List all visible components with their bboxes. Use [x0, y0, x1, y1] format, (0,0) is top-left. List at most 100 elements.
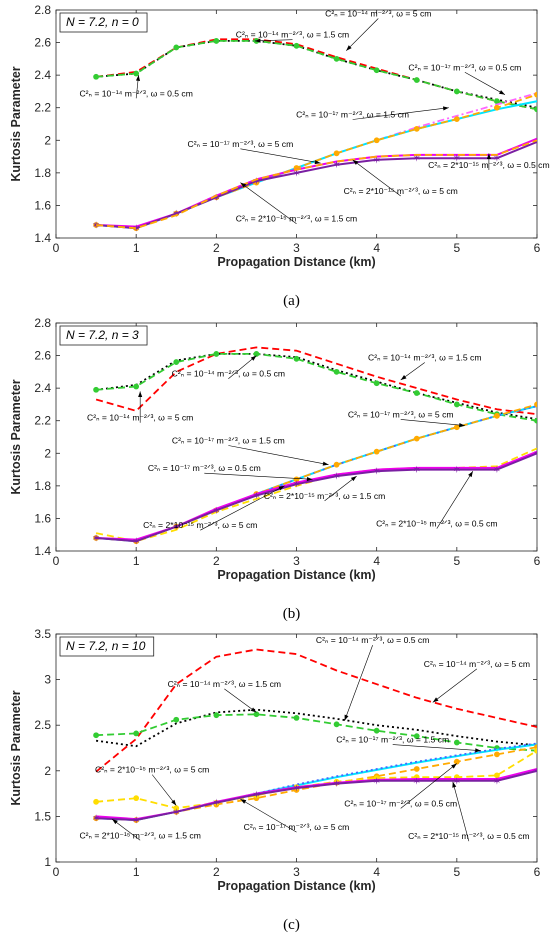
data-point	[213, 351, 220, 357]
x-tick-label: 3	[293, 554, 300, 568]
y-tick-label: 1.4	[34, 544, 51, 558]
annotation-arrowhead	[344, 714, 349, 721]
data-point: ✶	[332, 779, 340, 790]
x-axis-label: Propagation Distance (km)	[217, 879, 375, 893]
annotation-label: C²ₙ = 2*10⁻¹⁵ m⁻²ᐟ³, ω = 5 cm	[344, 186, 458, 196]
series-group: ✶ ✶ ✶ ✶ ✶ ✶ ✶ ✶ ✶ ✶ ✶ ✶	[92, 346, 537, 548]
y-tick-label: 2.6	[34, 349, 51, 363]
legend-text: N = 7.2, n = 0	[66, 15, 139, 29]
data-point	[534, 91, 537, 98]
annotation-arrow	[392, 744, 481, 752]
annotation-arrowhead	[138, 391, 143, 398]
annotation-label: C²ₙ = 10⁻¹⁷ m⁻²ᐟ³, ω = 5 cm	[348, 409, 454, 419]
data-point	[534, 417, 537, 424]
annotation-arrowhead	[432, 697, 439, 703]
data-point: ✶	[292, 168, 300, 179]
data-point	[253, 711, 260, 718]
annotation-label: C²ₙ = 10⁻¹⁴ m⁻²ᐟ³, ω = 5 cm	[424, 659, 530, 669]
annotation-arrowhead	[442, 106, 449, 111]
x-tick-label: 3	[293, 241, 300, 255]
x-tick-label: 2	[213, 865, 220, 879]
annotation-arrow	[344, 645, 373, 721]
data-point: ✶	[413, 776, 421, 787]
data-point	[373, 67, 380, 74]
legend-box	[59, 325, 148, 346]
data-point: ✶	[92, 220, 100, 231]
y-axis-label: Kurtosis Parameter	[9, 66, 23, 181]
y-tick-label: 2	[44, 764, 51, 778]
y-tick-label: 2.8	[34, 316, 51, 330]
annotation-arrow	[400, 763, 458, 809]
data-point	[293, 355, 300, 362]
data-point: ✶	[252, 491, 260, 502]
annotation-arrowhead	[475, 748, 481, 753]
data-point	[373, 448, 380, 455]
y-tick-label: 2.8	[34, 3, 51, 17]
data-point	[133, 383, 140, 390]
annotation-arrowhead	[171, 799, 177, 806]
annotation-arrowhead	[451, 763, 457, 769]
data-point: ✶	[533, 766, 541, 777]
legend-box	[59, 12, 148, 33]
data-point	[453, 88, 460, 95]
annotation-arrow	[452, 781, 470, 842]
data-point: ✶	[533, 137, 541, 148]
y-axis-label: Kurtosis Parameter	[9, 379, 23, 494]
data-point: ✶	[92, 533, 100, 544]
annotation-label: C²ₙ = 2*10⁻¹⁵ m⁻²ᐟ³, ω = 1.5 cm	[79, 830, 200, 840]
legend-text: N = 7.2, n = 3	[66, 328, 139, 342]
data-point: ✶	[212, 193, 220, 204]
data-point	[93, 732, 99, 739]
annotation-label: C²ₙ = 2*10⁻¹⁵ m⁻²ᐟ³, ω = 5 cm	[143, 520, 257, 530]
data-point	[373, 727, 380, 734]
data-point: ✶	[372, 467, 380, 478]
data-point	[173, 44, 180, 51]
annotation-arrowhead	[254, 38, 261, 43]
data-point	[413, 125, 420, 132]
data-point: ✶	[413, 154, 421, 165]
data-point: ✶	[132, 224, 140, 235]
data-point	[453, 739, 460, 746]
annotation-label: C²ₙ = 10⁻¹⁷ m⁻²ᐟ³, ω = 1.5 cm	[172, 436, 285, 446]
data-point	[373, 380, 380, 387]
legend-box	[59, 636, 155, 657]
data-point	[333, 461, 340, 468]
data-point: ✶	[453, 154, 461, 165]
plot-area	[55, 633, 538, 863]
series-line	[96, 452, 537, 543]
x-tick-label: 0	[53, 554, 60, 568]
x-tick-label: 1	[133, 554, 140, 568]
data-point	[333, 150, 340, 157]
panel-1: 0 1 2 3 4 5 6 1.4 1.6 1.8 2 2.2 2.4 2.6 2.8 Propagation…	[9, 3, 550, 309]
y-tick-label: 2	[44, 133, 51, 147]
x-tick-label: 1	[133, 865, 140, 879]
data-point	[93, 386, 99, 393]
annotation-arrowhead	[322, 461, 329, 466]
annotation-arrowhead	[314, 160, 321, 165]
data-point	[534, 401, 537, 408]
annotation-label: C²ₙ = 10⁻¹⁷ m⁻²ᐟ³, ω = 0.5 cm	[408, 62, 521, 72]
series-line	[96, 352, 537, 422]
y-tick-label: 2	[44, 446, 51, 460]
series-line	[96, 40, 537, 111]
x-tick-label: 5	[453, 865, 460, 879]
data-point	[133, 70, 140, 77]
annotation-label: C²ₙ = 10⁻¹⁴ m⁻²ᐟ³, ω = 0.5 cm	[316, 635, 429, 645]
data-point	[133, 730, 140, 737]
annotation-arrowhead	[499, 90, 505, 95]
series-line	[96, 93, 537, 230]
y-tick-label: 2.6	[34, 36, 51, 50]
series-line	[95, 648, 537, 773]
annotation-arrow	[352, 159, 401, 197]
annotation-label: C²ₙ = 2*10⁻¹⁵ m⁻²ᐟ³, ω = 0.5 cm	[376, 519, 497, 529]
x-tick-label: 2	[213, 554, 220, 568]
x-tick-label: 4	[373, 554, 380, 568]
data-point	[413, 733, 420, 740]
data-point: ✶	[132, 816, 140, 827]
data-point: ✶	[413, 465, 421, 476]
annotation-arrow	[240, 148, 321, 164]
data-point	[494, 751, 500, 758]
annotation-arrow	[432, 668, 478, 703]
data-point: ✶	[372, 776, 380, 787]
y-tick-label: 3.5	[34, 627, 51, 641]
